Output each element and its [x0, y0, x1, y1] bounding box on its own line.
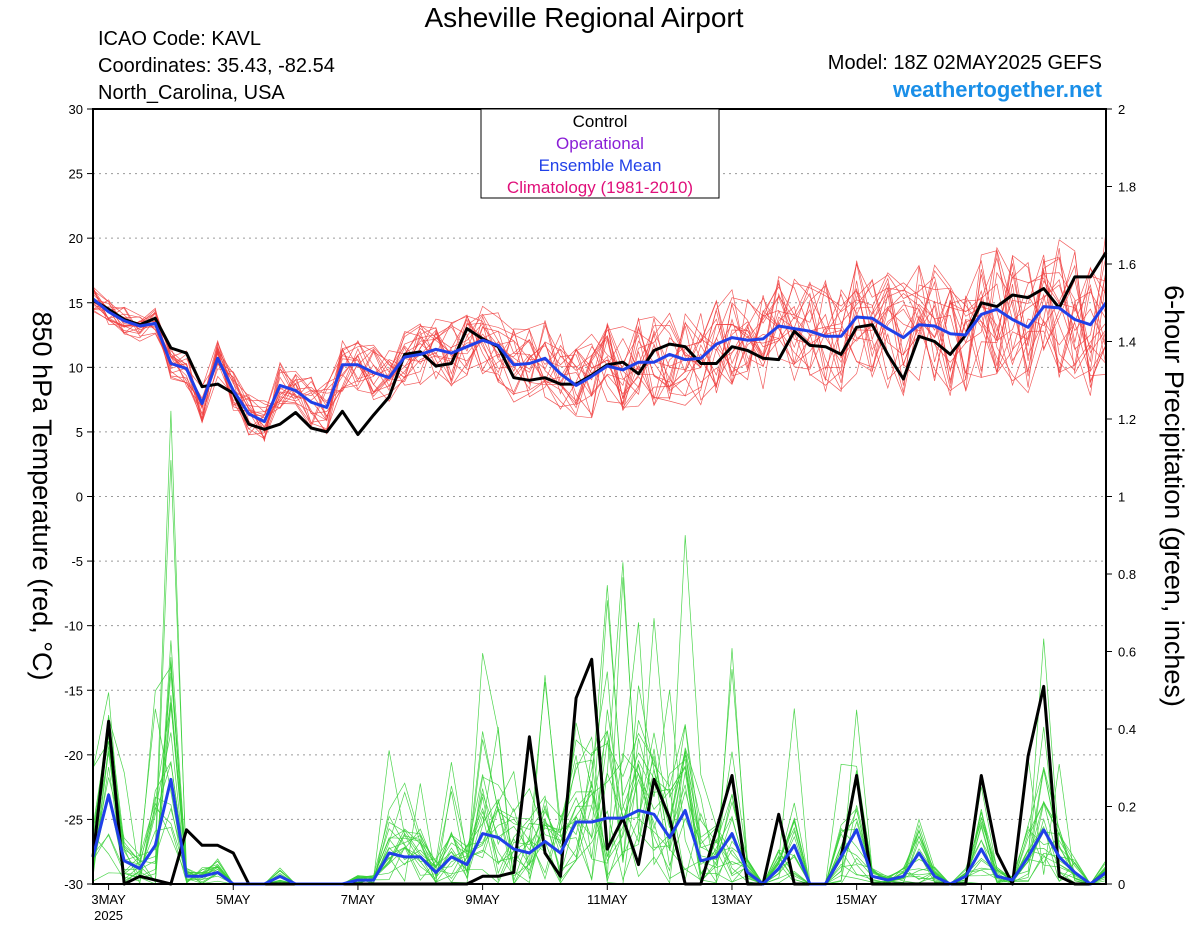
right-tick-label: 1.2 — [1118, 412, 1136, 427]
legend-box — [480, 108, 720, 199]
mean-temp-line — [92, 297, 1108, 424]
site-link[interactable]: weathertogether.net — [892, 77, 1102, 102]
legend-entry: Ensemble Mean — [539, 156, 662, 175]
right-tick-label: 0.2 — [1118, 800, 1136, 815]
axis-ticks: 302520151050-5-10-15-20-25-3021.81.61.41… — [64, 102, 1136, 923]
temp-member-line — [92, 271, 1107, 421]
left-tick-label: -30 — [64, 877, 83, 892]
x-tick-label: 15MAY — [836, 892, 878, 907]
right-tick-label: 0.6 — [1118, 645, 1136, 660]
x-tick-label: 13MAY — [711, 892, 753, 907]
legend: Control Operational Ensemble Mean Climatolo… — [480, 108, 720, 199]
left-tick-label: 0 — [76, 490, 83, 505]
x-tick-label: 3MAY — [91, 892, 126, 907]
left-tick-label: 20 — [69, 231, 83, 246]
icao-code: ICAO Code: KAVL — [98, 28, 262, 50]
x-tick-year: 2025 — [94, 908, 123, 923]
x-tick-label: 9MAY — [465, 892, 500, 907]
temp-member-line — [92, 257, 1107, 424]
chart-title: Asheville Regional Airport — [424, 2, 744, 33]
left-tick-label: 10 — [69, 360, 83, 375]
temp-member-line — [92, 263, 1107, 436]
x-tick-label: 11MAY — [587, 892, 628, 907]
legend-entry: Control — [573, 112, 628, 131]
temp-member-line — [92, 258, 1107, 430]
temp-member-line — [92, 269, 1107, 439]
left-tick-label: -25 — [64, 812, 83, 827]
right-tick-label: 1.4 — [1118, 335, 1136, 350]
left-tick-label: -20 — [64, 748, 83, 763]
legend-entry: Operational — [556, 134, 644, 153]
x-tick-label: 7MAY — [341, 892, 376, 907]
temp-member-line — [92, 257, 1107, 435]
precip-member-line — [92, 585, 1107, 885]
region: North_Carolina, USA — [98, 82, 285, 104]
right-tick-label: 1 — [1118, 490, 1125, 505]
left-tick-label: 30 — [69, 102, 83, 117]
left-axis-label: 850 hPa Temperature (red, °C) — [27, 312, 57, 681]
legend-entry: Climatology (1981-2010) — [507, 178, 693, 197]
left-tick-label: -15 — [64, 683, 83, 698]
grid-lines — [93, 173, 1106, 820]
temp-member-line — [92, 254, 1107, 436]
left-tick-label: -10 — [64, 619, 83, 634]
coordinates: Coordinates: 35.43, -82.54 — [98, 55, 335, 77]
left-tick-label: 15 — [69, 296, 83, 311]
model-run: Model: 18Z 02MAY2025 GEFS — [827, 52, 1102, 74]
right-tick-label: 0.4 — [1118, 722, 1136, 737]
right-tick-label: 0.8 — [1118, 567, 1136, 582]
temp-member-line — [92, 246, 1107, 413]
left-tick-label: 5 — [76, 425, 83, 440]
left-tick-label: -5 — [71, 554, 83, 569]
temp-member-line — [92, 256, 1107, 428]
right-tick-label: 1.8 — [1118, 180, 1136, 195]
right-tick-label: 1.6 — [1118, 257, 1136, 272]
precip-member-line — [92, 669, 1107, 885]
control-precip-line — [91, 657, 1107, 886]
right-tick-label: 2 — [1118, 102, 1125, 117]
right-axis-label: 6-hour Precipitation (green, inches) — [1159, 285, 1189, 707]
precip-member-lines — [92, 410, 1107, 885]
x-tick-label: 17MAY — [960, 892, 1002, 907]
temp-member-line — [92, 231, 1107, 433]
x-tick-label: 5MAY — [216, 892, 251, 907]
left-tick-label: 25 — [69, 167, 83, 182]
temp-member-line — [92, 247, 1107, 433]
precip-member-line — [92, 410, 1107, 885]
right-tick-label: 0 — [1118, 877, 1125, 892]
